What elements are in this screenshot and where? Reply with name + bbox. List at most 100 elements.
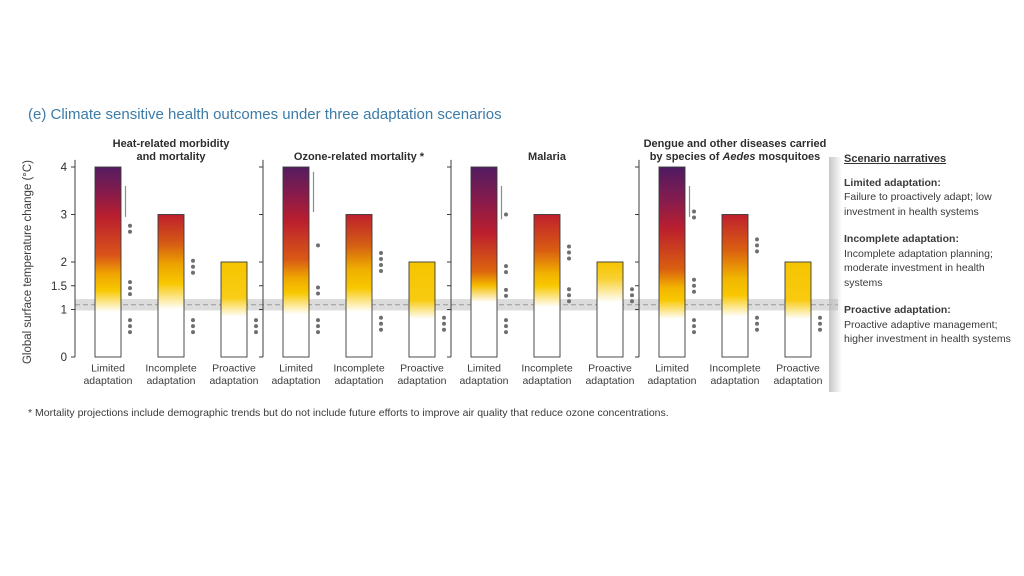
confidence-dot: [128, 292, 132, 297]
bar-label: Limited: [467, 363, 501, 375]
confidence-dot: [692, 277, 696, 282]
confidence-dot: [567, 299, 571, 304]
bar-label: adaptation: [209, 375, 258, 387]
confidence-dot: [567, 256, 571, 261]
confidence-dot: [504, 318, 508, 323]
narrative-incomplete-adaptation: Incomplete adaptation Incomplete adaptat…: [844, 232, 1014, 290]
confidence-dot: [818, 315, 822, 320]
panel-title: Ozone-related mortality *: [294, 151, 425, 163]
narrative-term: Proactive adaptation: [844, 303, 1014, 318]
confidence-dot: [504, 287, 508, 292]
ember-bar: [408, 261, 436, 358]
confidence-dot: [630, 287, 634, 292]
ember-bar: [596, 261, 624, 358]
panel-title: by species of Aedes mosquitoes: [650, 151, 821, 163]
confidence-dot: [254, 330, 258, 335]
confidence-dot: [442, 321, 446, 326]
narrative-limited-adaptation: Limited adaptation Failure to proactivel…: [844, 176, 1014, 220]
confidence-dot: [504, 324, 508, 329]
confidence-dot: [128, 229, 132, 234]
bar-label: adaptation: [585, 375, 634, 387]
bar-label: Incomplete: [145, 363, 197, 375]
confidence-dot: [755, 321, 759, 326]
panel-title: and mortality: [136, 151, 206, 163]
y-tick-label: 0: [61, 352, 67, 364]
confidence-dot: [692, 283, 696, 288]
confidence-dot: [128, 324, 132, 329]
ember-bar: [94, 166, 122, 358]
narrative-proactive-adaptation: Proactive adaptation Proactive adaptive …: [844, 303, 1014, 347]
bar-label: Incomplete: [521, 363, 573, 375]
confidence-dot: [379, 321, 383, 326]
confidence-dot: [316, 324, 320, 329]
bar-label: adaptation: [710, 375, 759, 387]
panel-title: Dengue and other diseases carried: [644, 138, 827, 150]
bar-label: adaptation: [647, 375, 696, 387]
ember-bar: [220, 261, 248, 358]
confidence-dot: [128, 223, 132, 228]
confidence-dot: [755, 243, 759, 248]
y-tick-label: 1.5: [51, 281, 67, 293]
confidence-dot: [692, 215, 696, 220]
confidence-dot: [504, 270, 508, 275]
panel-title: Heat-related morbidity: [113, 138, 231, 150]
footnote: * Mortality projections include demograp…: [28, 407, 669, 419]
confidence-dot: [504, 293, 508, 298]
bar-label: Incomplete: [333, 363, 385, 375]
bar-label: adaptation: [773, 375, 822, 387]
bar-label: Limited: [655, 363, 689, 375]
scenario-narratives: Scenario narratives Limited adaptation F…: [844, 152, 1014, 360]
confidence-dot: [755, 249, 759, 254]
ember-bar: [345, 214, 373, 358]
bar-label: Proactive: [400, 363, 444, 375]
bar-label: adaptation: [271, 375, 320, 387]
confidence-dot: [692, 330, 696, 335]
confidence-dot: [504, 212, 508, 217]
narrative-term: Limited adaptation: [844, 176, 1014, 191]
confidence-dot: [379, 269, 383, 273]
confidence-dot: [379, 315, 383, 320]
confidence-dot: [191, 264, 195, 269]
confidence-dot: [191, 318, 195, 323]
confidence-dot: [692, 209, 696, 214]
confidence-dot: [504, 330, 508, 335]
bar-label: Proactive: [588, 363, 632, 375]
confidence-dot: [692, 289, 696, 294]
ember-bar: [658, 166, 686, 358]
bar-label: Proactive: [212, 363, 256, 375]
confidence-dot: [316, 318, 320, 323]
bar-label: adaptation: [83, 375, 132, 387]
confidence-dot: [504, 264, 508, 269]
confidence-dot: [128, 280, 132, 285]
confidence-dot: [692, 324, 696, 329]
confidence-dot: [567, 250, 571, 255]
ember-bar: [533, 214, 561, 358]
bar-label: Limited: [91, 363, 125, 375]
confidence-dot: [316, 291, 320, 296]
y-tick-label: 4: [61, 162, 68, 174]
confidence-dot: [379, 257, 383, 261]
bar-label: Limited: [279, 363, 313, 375]
confidence-dot: [379, 327, 383, 332]
bar-label: adaptation: [522, 375, 571, 387]
bar-label: Incomplete: [709, 363, 761, 375]
confidence-dot: [442, 315, 446, 320]
confidence-dot: [692, 318, 696, 323]
confidence-dot: [128, 330, 132, 335]
ember-bar: [470, 166, 498, 358]
y-tick-label: 3: [61, 210, 67, 222]
ember-bar: [721, 214, 749, 358]
panel-title: Malaria: [528, 151, 567, 163]
figure-title: (e) Climate sensitive health outcomes un…: [28, 106, 502, 123]
confidence-dot: [818, 321, 822, 326]
confidence-dot: [316, 243, 320, 248]
confidence-dot: [254, 318, 258, 323]
bar-label: adaptation: [397, 375, 446, 387]
confidence-dot: [379, 263, 383, 267]
ember-bar: [282, 166, 310, 358]
confidence-dot: [128, 318, 132, 323]
confidence-dot: [630, 293, 634, 298]
narrative-desc: Incomplete adaptation planning; moderate…: [844, 247, 993, 289]
confidence-dot: [630, 299, 634, 304]
